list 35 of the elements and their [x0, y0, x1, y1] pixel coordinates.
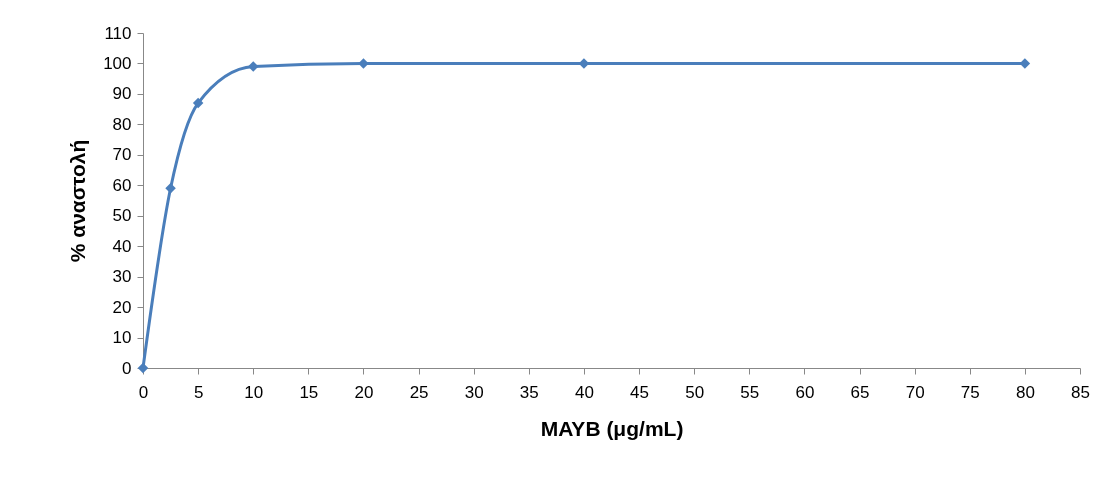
y-tick-label: 50 [112, 206, 132, 226]
x-axis-title: MAYB (μg/mL) [540, 416, 684, 440]
x-tick-label: 40 [574, 382, 594, 402]
y-axis-title: % αναστολή [66, 139, 90, 263]
y-tick-label: 10 [112, 328, 132, 348]
x-tick-label: 20 [354, 382, 374, 402]
y-tick-label: 100 [103, 53, 132, 73]
point [165, 183, 176, 194]
x-tick-label: 0 [138, 382, 149, 402]
y-tick-label: 0 [122, 358, 132, 378]
point [192, 97, 204, 109]
x-tick-label: 85 [1071, 382, 1090, 402]
y-tick-label: 90 [112, 84, 132, 104]
x-tick-label: 25 [409, 382, 429, 402]
x-tick-label: 5 [193, 382, 204, 402]
x-tick-label: 30 [464, 382, 484, 402]
y-tick-label: 80 [112, 114, 132, 134]
y-tick-label: 110 [104, 23, 132, 43]
x-tick-label: 80 [1015, 382, 1035, 402]
y-tick-label: 40 [112, 236, 132, 256]
x-tick-label: 75 [960, 382, 980, 402]
x-tick-label: 70 [905, 382, 925, 402]
x-tick-label: 65 [850, 382, 870, 402]
x-tick-label: 10 [244, 382, 264, 402]
y-tick-label: 70 [112, 145, 132, 165]
point [247, 61, 259, 72]
x-tick-label: 15 [299, 382, 319, 402]
x-tick-label: 50 [685, 382, 705, 402]
y-tick-label: 20 [112, 297, 132, 317]
y-tick-label: 60 [112, 175, 132, 195]
x-tick-label: 60 [795, 382, 815, 402]
x-tick-label: 35 [519, 382, 539, 402]
y-tick-label: 30 [112, 267, 132, 287]
x-tick-label: 55 [740, 382, 760, 402]
x-tick-label: 45 [630, 382, 650, 402]
